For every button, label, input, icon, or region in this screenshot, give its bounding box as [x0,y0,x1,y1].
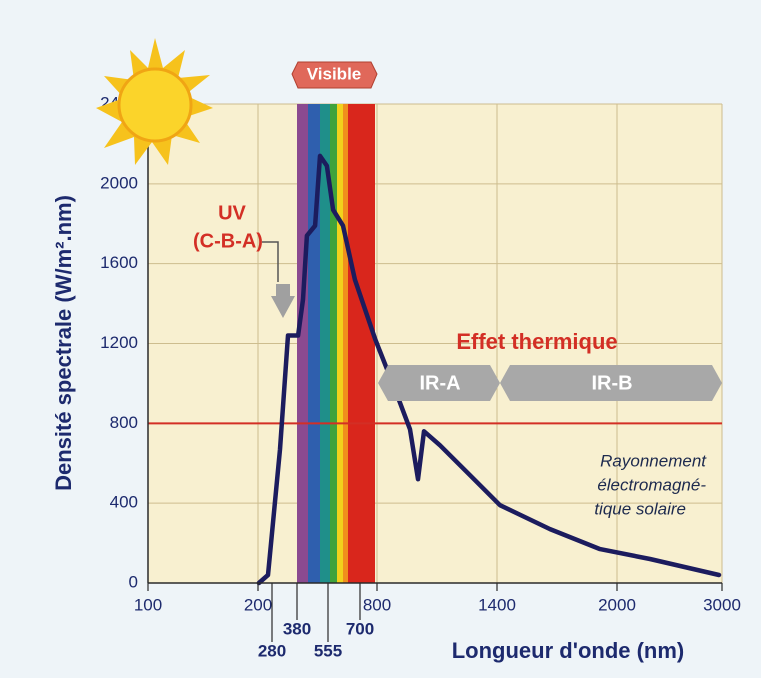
visible-label: Visible [307,64,362,83]
band-teal [320,104,330,583]
ir-a-label: IR-A [419,372,460,394]
thermal-label: Effet thermique [456,329,617,354]
band-yellow [337,104,343,583]
x-tick-label: 3000 [703,595,741,614]
x-tick-label: 200 [244,595,272,614]
y-tick-label: 400 [110,493,138,512]
x-tick-label: 1400 [478,595,516,614]
visible-badge [291,61,378,89]
band-green [330,104,337,583]
spectrum-line [256,153,722,586]
ir-b-arrow [500,365,722,401]
ir-b-label: IR-B [591,372,632,394]
sun-disc [117,67,193,143]
uv-sub-label: (C-B-A) [193,230,263,252]
x-tick-label: 100 [134,595,162,614]
curve-layer [148,153,722,586]
visible-bands [297,104,375,583]
band-orange [343,104,348,583]
uv-leader [262,241,279,282]
ir-a-arrow [378,365,500,401]
x-tick-label: 280 [258,641,286,660]
band-violet [297,104,308,583]
radiation-label-1: Rayonnement [600,451,707,470]
y-tick-label: 1200 [100,333,138,352]
y-tick-label: 1600 [100,253,138,272]
y-tick-label: 0 [129,572,138,591]
grid [148,103,723,584]
y-tick-label: 2000 [100,173,138,192]
radiation-label-2: électromagné- [597,475,706,494]
x-tick-label: 380 [283,619,311,638]
x-tick-label: 800 [363,595,391,614]
x-tick-label: 555 [314,641,342,660]
y-tick-label: 800 [110,413,138,432]
x-tick-label: 2000 [598,595,636,614]
sun [96,38,213,165]
uv-arrow [271,284,295,318]
x-tick-label: 700 [346,619,374,638]
band-red [348,104,375,583]
x-axis-label: Longueur d'onde (nm) [452,638,685,663]
uv-label: UV [218,202,246,224]
radiation-label-3: tique solaire [594,499,686,518]
y-axis-label: Densité spectrale (W/m².nm) [51,195,76,491]
